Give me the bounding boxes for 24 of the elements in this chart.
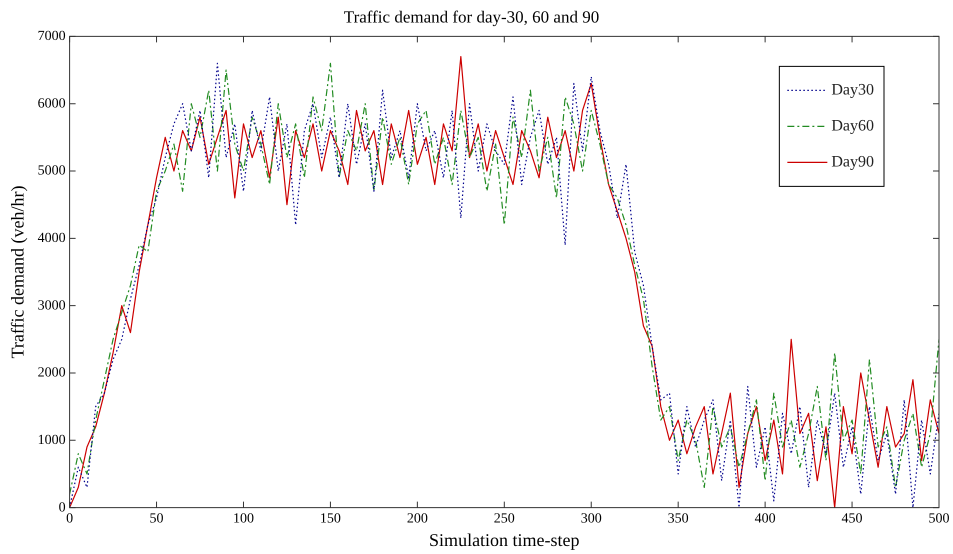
x-tick-label: 250 (494, 512, 515, 527)
x-tick-label: 50 (150, 512, 164, 527)
y-tick-label: 1000 (38, 432, 66, 448)
y-tick-label: 6000 (38, 96, 66, 112)
x-tick-label: 500 (928, 512, 950, 527)
y-axis-title: Traffic demand (veh/hr) (8, 186, 28, 358)
x-tick-label: 150 (320, 512, 341, 527)
x-tick-label: 200 (406, 512, 428, 527)
y-tick-label: 2000 (38, 366, 66, 381)
x-tick-label: 400 (754, 512, 776, 527)
x-tick-label: 100 (232, 512, 254, 527)
y-tick-label: 5000 (38, 164, 66, 179)
x-tick-label: 450 (842, 512, 863, 527)
legend-label: Day60 (831, 118, 874, 135)
chart-title: Traffic demand for day-30, 60 and 90 (344, 8, 600, 27)
y-tick-label: 0 (58, 500, 66, 516)
x-axis-title: Simulation time-step (429, 530, 580, 550)
y-tick-label: 4000 (38, 231, 66, 246)
legend-label: Day30 (831, 82, 874, 99)
x-tick-label: 350 (668, 512, 689, 527)
y-tick-label: 3000 (38, 298, 66, 314)
y-tick-label: 7000 (38, 29, 66, 44)
legend-label: Day90 (831, 154, 874, 171)
x-tick-label: 300 (580, 512, 602, 527)
